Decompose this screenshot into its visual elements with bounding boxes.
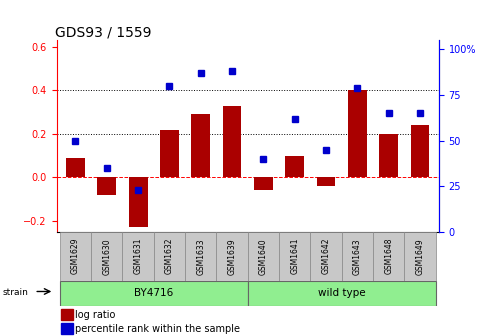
Bar [404, 232, 436, 281]
Text: GSM1631: GSM1631 [134, 238, 142, 275]
Bar [98, 177, 116, 195]
Text: GSM1643: GSM1643 [353, 238, 362, 275]
Bar [66, 158, 85, 177]
Text: GSM1642: GSM1642 [321, 238, 330, 275]
Bar [122, 232, 154, 281]
Bar [373, 232, 404, 281]
Text: GSM1640: GSM1640 [259, 238, 268, 275]
Bar [342, 232, 373, 281]
Bar [223, 106, 242, 177]
Text: GSM1648: GSM1648 [384, 238, 393, 275]
Bar [379, 134, 398, 177]
Text: log ratio: log ratio [75, 309, 115, 320]
Bar [254, 177, 273, 191]
Bar [285, 156, 304, 177]
Bar [348, 90, 367, 177]
Bar [279, 232, 311, 281]
Text: GSM1632: GSM1632 [165, 238, 174, 275]
Bar [311, 232, 342, 281]
Text: strain: strain [2, 289, 28, 297]
Bar [411, 125, 429, 177]
Bar [160, 130, 179, 177]
Text: GSM1641: GSM1641 [290, 238, 299, 275]
Bar [317, 177, 335, 186]
Bar [60, 232, 91, 281]
Bar [154, 232, 185, 281]
Text: GSM1633: GSM1633 [196, 238, 205, 275]
Text: GDS93 / 1559: GDS93 / 1559 [55, 25, 151, 39]
Text: GSM1649: GSM1649 [416, 238, 424, 275]
Bar [191, 114, 210, 177]
Bar [248, 281, 436, 306]
Bar [91, 232, 122, 281]
Text: wild type: wild type [318, 288, 365, 298]
Bar [248, 232, 279, 281]
Text: GSM1630: GSM1630 [103, 238, 111, 275]
Bar [216, 232, 248, 281]
Text: BY4716: BY4716 [134, 288, 174, 298]
Text: GSM1639: GSM1639 [228, 238, 237, 275]
Bar [185, 232, 216, 281]
Bar [61, 309, 73, 320]
Text: percentile rank within the sample: percentile rank within the sample [75, 324, 240, 334]
Bar [129, 177, 147, 227]
Bar [61, 323, 73, 335]
Text: GSM1629: GSM1629 [71, 238, 80, 275]
Bar [60, 281, 248, 306]
